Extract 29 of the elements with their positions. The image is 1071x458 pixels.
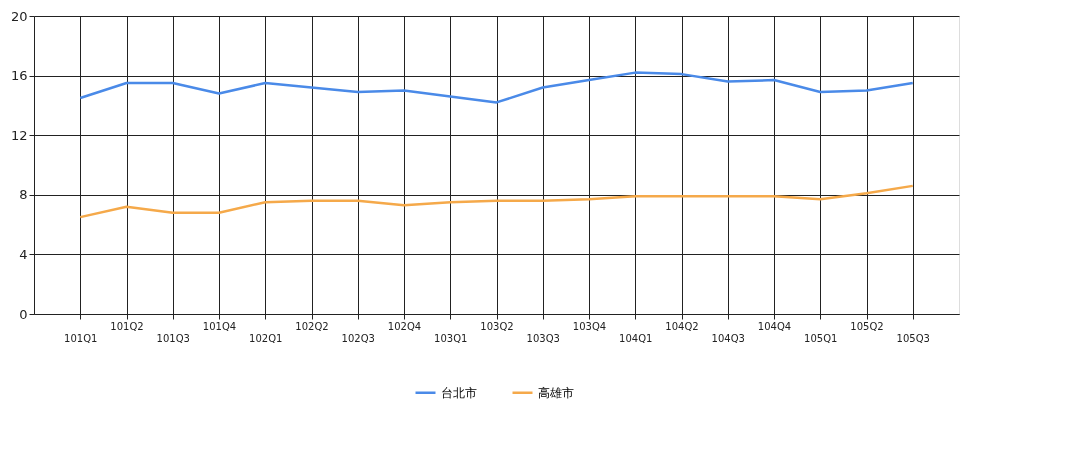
x-tick-label: 103Q1 [434, 332, 468, 344]
x-tick-label: 102Q4 [387, 320, 422, 332]
x-tick-label: 102Q2 [295, 320, 329, 332]
x-tick-label: 101Q2 [110, 320, 144, 332]
y-tick-label: 8 [19, 187, 28, 203]
x-tick-label: 105Q1 [804, 332, 838, 344]
x-tick-label: 105Q3 [896, 332, 930, 344]
x-tick-label: 104Q2 [665, 320, 699, 332]
line-series [79, 71, 914, 104]
y-tick-label: 0 [19, 306, 28, 322]
line-series [79, 184, 914, 219]
x-tick-label: 103Q4 [572, 320, 607, 332]
x-tick-label: 102Q1 [249, 332, 283, 344]
y-tick-label: 20 [10, 8, 28, 24]
x-tick-label: 101Q1 [64, 332, 98, 344]
x-tick-label: 103Q3 [526, 332, 560, 344]
x-tick-label: 101Q4 [202, 320, 237, 332]
y-tick-label: 16 [10, 68, 28, 84]
x-tick-label: 103Q2 [480, 320, 514, 332]
legend-label: 台北市 [441, 385, 477, 400]
x-tick-label: 104Q3 [711, 332, 745, 344]
x-tick-label: 104Q4 [757, 320, 792, 332]
x-tick-label: 104Q1 [619, 332, 653, 344]
y-tick-label: 12 [10, 127, 28, 143]
legend-label: 高雄市 [538, 385, 574, 400]
x-tick-label: 105Q2 [850, 320, 884, 332]
y-tick-label: 4 [19, 246, 28, 262]
x-tick-label: 101Q3 [156, 332, 190, 344]
x-tick-label: 102Q3 [341, 332, 375, 344]
